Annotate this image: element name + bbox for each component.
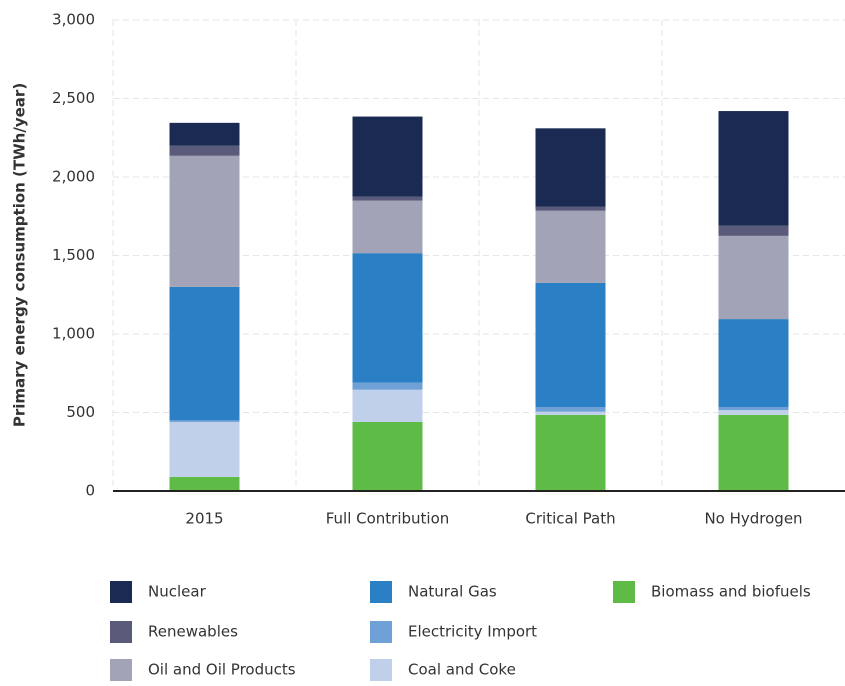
bar-segment xyxy=(718,407,789,411)
bar-segment xyxy=(535,206,606,211)
bar-segment xyxy=(535,128,606,207)
legend-label: Renewables xyxy=(148,623,238,641)
bar-segment xyxy=(718,235,789,320)
bar-segment xyxy=(535,414,606,491)
bar-segment xyxy=(535,407,606,412)
bar-segment xyxy=(535,411,606,415)
legend-swatch xyxy=(370,659,392,681)
bar-segment xyxy=(169,420,240,422)
bar-segment xyxy=(352,253,423,383)
bar-segment xyxy=(352,382,423,390)
bar-segment xyxy=(535,282,606,408)
y-tick-label: 3,000 xyxy=(52,11,95,29)
legend-label: Electricity Import xyxy=(408,623,537,641)
bar-segment xyxy=(352,116,423,197)
legend-swatch xyxy=(613,581,635,603)
y-tick-label: 500 xyxy=(66,403,95,421)
y-tick-label: 2,000 xyxy=(52,168,95,186)
bar-segment xyxy=(718,414,789,491)
bar-segment xyxy=(169,286,240,421)
y-tick-label: 1,500 xyxy=(52,246,95,264)
x-tick-label: Full Contribution xyxy=(326,510,450,528)
bar-segment xyxy=(169,155,240,287)
legend-label: Natural Gas xyxy=(408,583,497,601)
y-tick-label: 2,500 xyxy=(52,89,95,107)
bar-segment xyxy=(169,145,240,156)
legend-swatch xyxy=(110,581,132,603)
bar-segment xyxy=(718,410,789,415)
bar-segment xyxy=(352,200,423,254)
legend-label: Biomass and biofuels xyxy=(651,583,811,601)
bar-segment xyxy=(535,210,606,283)
bar-segment xyxy=(718,111,789,226)
bar-segment xyxy=(352,389,423,422)
legend-label: Coal and Coke xyxy=(408,661,516,679)
bar-segment xyxy=(169,476,240,491)
bar-segment xyxy=(352,196,423,201)
bar-segment xyxy=(169,421,240,477)
bar-segment xyxy=(718,319,789,408)
legend-label: Oil and Oil Products xyxy=(148,661,296,679)
bar-segment xyxy=(169,122,240,146)
y-axis-label: Primary energy consumption (TWh/year) xyxy=(11,83,29,427)
bar-segment xyxy=(718,225,789,236)
x-tick-label: No Hydrogen xyxy=(704,510,802,528)
y-tick-label: 0 xyxy=(85,482,95,500)
bar-segment xyxy=(352,421,423,491)
legend-swatch xyxy=(110,621,132,643)
legend-label: Nuclear xyxy=(148,583,207,601)
legend-swatch xyxy=(370,581,392,603)
x-tick-label: 2015 xyxy=(185,510,223,528)
y-tick-label: 1,000 xyxy=(52,325,95,343)
legend-swatch xyxy=(110,659,132,681)
x-tick-label: Critical Path xyxy=(525,510,615,528)
legend-swatch xyxy=(370,621,392,643)
